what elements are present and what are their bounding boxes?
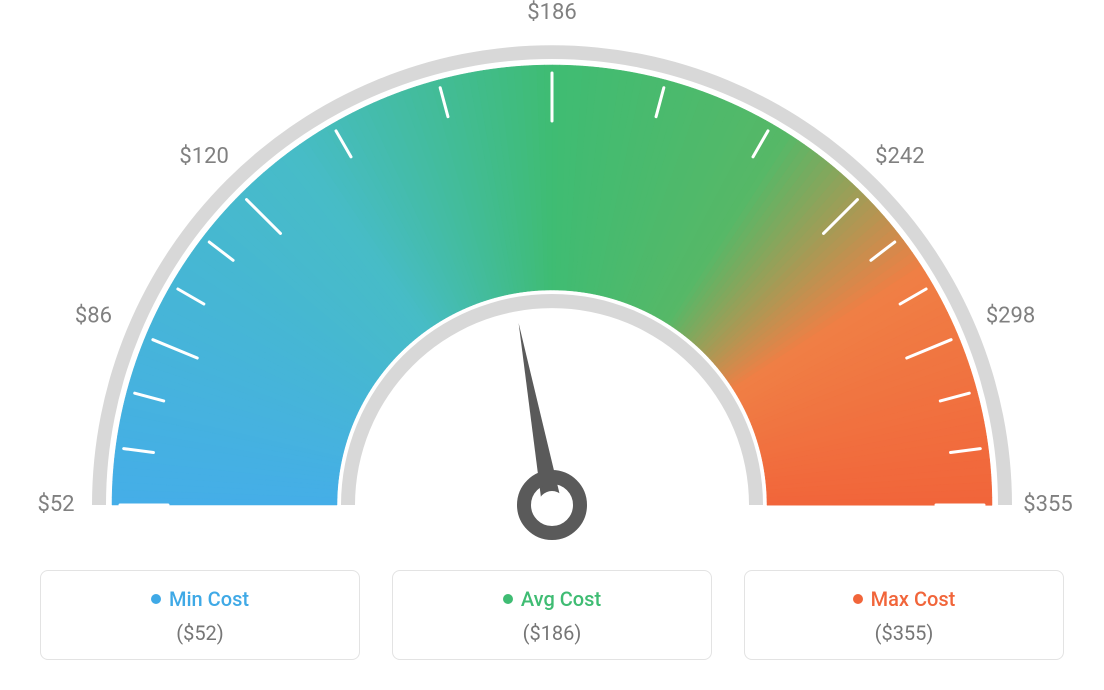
gauge-chart: $52 $86 $120 $186 $242 $298 $355	[0, 0, 1104, 560]
legend-row: Min Cost ($52) Avg Cost ($186) Max Cost …	[0, 570, 1104, 660]
legend-text-min: Min Cost	[169, 587, 249, 611]
legend-text-avg: Avg Cost	[521, 587, 601, 611]
legend-value-min: ($52)	[41, 621, 359, 645]
svg-text:$355: $355	[1023, 492, 1072, 517]
legend-dot-max	[853, 594, 863, 604]
legend-value-max: ($355)	[745, 621, 1063, 645]
svg-text:$120: $120	[179, 144, 228, 169]
legend-label-avg: Avg Cost	[393, 587, 711, 611]
legend-label-max: Max Cost	[745, 587, 1063, 611]
svg-text:$186: $186	[527, 0, 576, 25]
gauge-svg: $52 $86 $120 $186 $242 $298 $355	[0, 0, 1104, 560]
svg-text:$52: $52	[37, 492, 74, 517]
legend-label-min: Min Cost	[41, 587, 359, 611]
svg-text:$298: $298	[986, 304, 1035, 329]
legend-dot-avg	[503, 594, 513, 604]
legend-card-min: Min Cost ($52)	[40, 570, 360, 660]
legend-text-max: Max Cost	[871, 587, 956, 611]
legend-dot-min	[151, 594, 161, 604]
svg-text:$242: $242	[875, 144, 924, 169]
legend-card-max: Max Cost ($355)	[744, 570, 1064, 660]
svg-text:$86: $86	[75, 304, 112, 329]
legend-card-avg: Avg Cost ($186)	[392, 570, 712, 660]
legend-value-avg: ($186)	[393, 621, 711, 645]
